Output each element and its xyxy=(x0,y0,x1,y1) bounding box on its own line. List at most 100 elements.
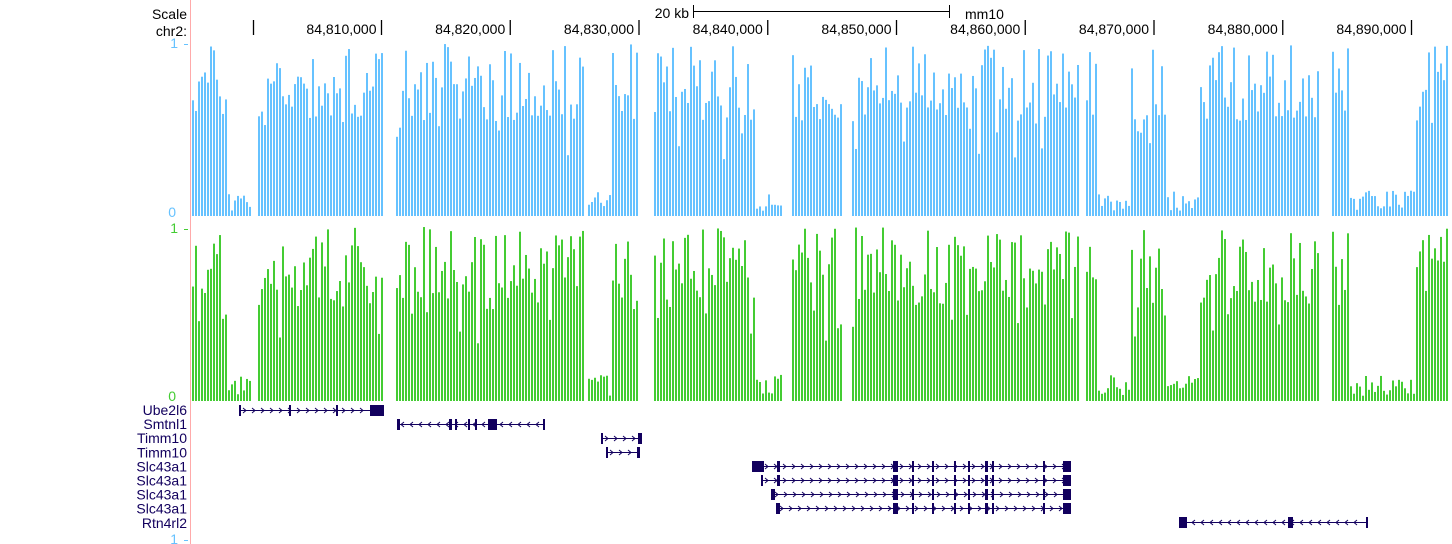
signal-bar xyxy=(423,227,425,401)
signal-bar xyxy=(1245,251,1247,401)
signal-bar xyxy=(537,115,539,216)
signal-bar xyxy=(405,241,407,401)
signal-bar xyxy=(369,303,371,401)
signal-bar xyxy=(1101,393,1103,401)
gene-model[interactable] xyxy=(752,461,1071,472)
gene-model[interactable] xyxy=(771,489,1071,500)
gene-label[interactable]: Ube2l6 xyxy=(143,402,188,418)
signal-bar xyxy=(564,277,566,401)
signal-bar xyxy=(816,104,818,216)
signal-bar xyxy=(567,155,569,216)
signal-bar xyxy=(1014,242,1016,401)
signal-bar xyxy=(1137,307,1139,401)
signal-bar xyxy=(291,106,293,216)
ruler-tick-label: 84,880,000 xyxy=(1208,21,1278,37)
signal-bar xyxy=(906,107,908,216)
signal-bar xyxy=(702,229,704,401)
signal-bar xyxy=(774,204,776,216)
signal-bar xyxy=(1239,120,1241,216)
signal-bar xyxy=(315,236,317,401)
signal-bar xyxy=(954,77,956,216)
signal-bar xyxy=(285,276,287,401)
signal-bar xyxy=(1035,283,1037,401)
signal-bar xyxy=(888,291,890,401)
gene-model[interactable] xyxy=(1179,517,1368,528)
signal-bar xyxy=(195,110,197,216)
signal-bar xyxy=(1254,301,1256,401)
signal-bar xyxy=(591,379,593,401)
signal-bar xyxy=(987,235,989,401)
signal-bar xyxy=(375,276,377,401)
signal-bar xyxy=(696,86,698,217)
signal-bar xyxy=(1422,91,1424,216)
signal-bar xyxy=(489,297,491,401)
signal-bar xyxy=(837,117,839,216)
signal-bar xyxy=(1047,55,1049,216)
gene-model[interactable] xyxy=(239,405,384,416)
signal-bar xyxy=(795,116,797,216)
signal-bar xyxy=(1251,281,1253,401)
signal-bar xyxy=(1089,52,1091,217)
signal-bar xyxy=(492,80,494,217)
signal-bar xyxy=(978,291,980,401)
signal-bar xyxy=(1173,191,1175,216)
gene-label[interactable]: Slc43a1 xyxy=(136,501,187,517)
signal-bar xyxy=(1203,297,1205,401)
gene-model[interactable] xyxy=(601,433,642,444)
signal-bar xyxy=(873,90,875,216)
gene-model[interactable] xyxy=(761,475,1071,486)
signal-bar xyxy=(675,269,677,401)
signal-bar xyxy=(453,84,455,217)
signal-bar xyxy=(1419,106,1421,216)
signal-bar xyxy=(330,115,332,216)
signal-bar xyxy=(1377,385,1379,401)
signal-bar xyxy=(333,77,335,216)
signal-bar xyxy=(231,210,233,216)
signal-bar xyxy=(960,73,962,217)
signal-bar xyxy=(957,107,959,216)
signal-bar xyxy=(1128,205,1130,216)
signal-bar xyxy=(351,245,353,401)
signal-bar xyxy=(1362,395,1364,401)
gene-label[interactable]: Slc43a1 xyxy=(136,473,187,489)
gene-model[interactable] xyxy=(606,447,640,458)
signal-bar xyxy=(396,136,398,216)
signal-bar xyxy=(1107,388,1109,401)
signal-bar xyxy=(1026,107,1028,216)
signal-bar xyxy=(225,99,227,216)
gene-label[interactable]: Smtnl1 xyxy=(143,416,187,432)
signal-bar xyxy=(414,84,416,217)
signal-bar xyxy=(735,76,737,216)
signal-bar xyxy=(1008,296,1010,401)
gene-label[interactable]: Slc43a1 xyxy=(136,458,187,474)
signal-bar xyxy=(732,247,734,401)
signal-bar xyxy=(714,60,716,217)
signal-bar xyxy=(966,314,968,401)
signal-bar xyxy=(1410,190,1412,216)
signal-bar xyxy=(303,262,305,401)
signal-bar xyxy=(636,52,638,217)
signal-bar xyxy=(915,92,917,216)
signal-bar xyxy=(1365,376,1367,401)
signal-bar xyxy=(504,51,506,216)
signal-bar xyxy=(279,337,281,401)
signal-bar xyxy=(825,99,827,216)
signal-bar xyxy=(1092,114,1094,216)
gene-label[interactable]: Slc43a1 xyxy=(136,487,187,503)
signal-bar xyxy=(1050,51,1052,216)
gene-model[interactable] xyxy=(397,419,545,430)
gene-model[interactable] xyxy=(776,503,1071,514)
signal-bar xyxy=(1113,210,1115,216)
signal-bar xyxy=(1263,92,1265,216)
signal-bar xyxy=(1311,268,1313,401)
signal-bar xyxy=(1299,242,1301,401)
signal-bar xyxy=(366,73,368,216)
signal-bar xyxy=(1005,108,1007,216)
gene-label[interactable]: Timm10 xyxy=(137,444,187,460)
gene-label[interactable]: Timm10 xyxy=(137,430,187,446)
signal-bar xyxy=(912,285,914,401)
signal-bar xyxy=(321,242,323,401)
signal-bar xyxy=(942,89,944,216)
gene-label[interactable]: Rtn4rl2 xyxy=(142,515,187,531)
signal-bar xyxy=(726,117,728,216)
